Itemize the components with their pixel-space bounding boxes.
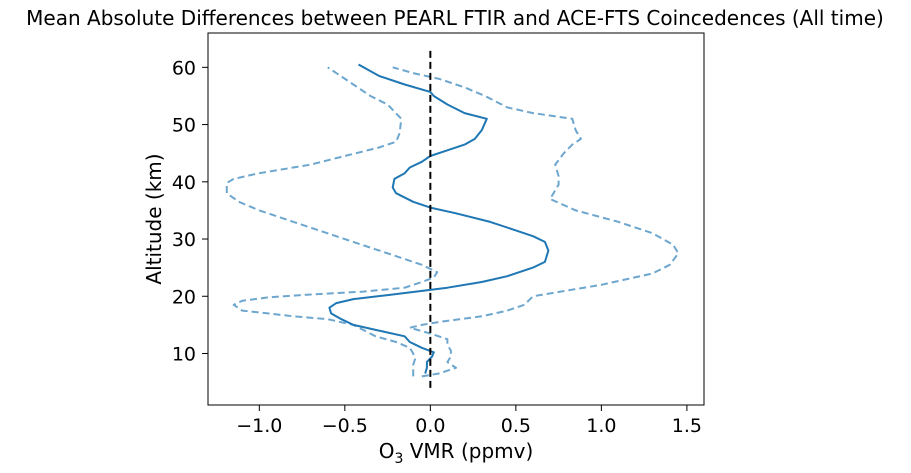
chart-title: Mean Absolute Differences between PEARL … <box>26 6 884 30</box>
series-mean <box>328 63 550 374</box>
x-axis-title-subscript: 3 <box>394 451 403 467</box>
x-tick-label: −1.0 <box>236 415 282 437</box>
y-axis: 10 20 30 40 50 60 <box>172 57 208 365</box>
x-axis: −1.0 −0.5 0.0 0.5 1.0 1.5 <box>236 405 702 437</box>
x-tick-label: 0.0 <box>415 415 445 437</box>
x-tick-label: 0.5 <box>501 415 531 437</box>
series-lower-bound <box>225 66 439 377</box>
x-axis-title-suffix: VMR (ppmv) <box>403 439 533 463</box>
x-axis-title-prefix: O <box>379 439 395 463</box>
series-layer <box>225 63 680 378</box>
y-axis-title: Altitude (km) <box>142 153 166 284</box>
x-tick-label: 1.0 <box>586 415 616 437</box>
y-tick-label: 40 <box>172 172 196 194</box>
y-tick-label: 50 <box>172 115 196 137</box>
plot-area <box>207 32 705 406</box>
plot-frame <box>207 32 705 406</box>
x-tick-label: −0.5 <box>322 415 368 437</box>
x-tick-label: 1.5 <box>672 415 702 437</box>
y-tick-label: 60 <box>172 57 196 79</box>
series-upper-bound <box>392 66 680 378</box>
y-tick-label: 30 <box>172 229 196 251</box>
y-tick-label: 10 <box>172 343 196 365</box>
y-tick-label: 20 <box>172 286 196 308</box>
x-axis-title: O3 VMR (ppmv) <box>379 439 534 467</box>
